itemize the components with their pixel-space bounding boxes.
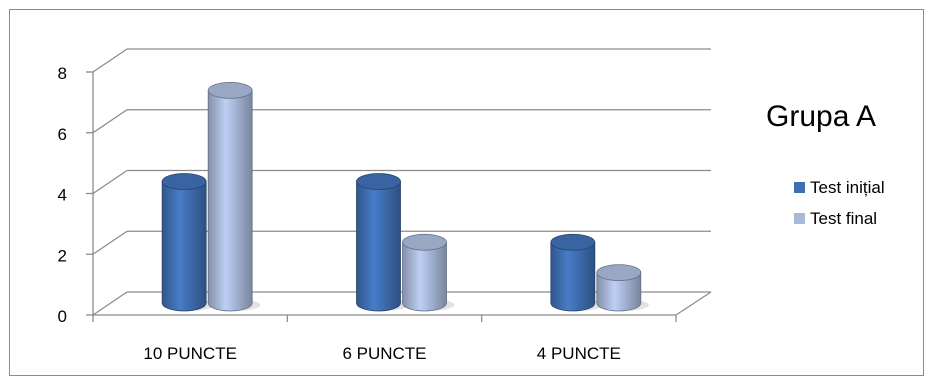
bar-top [207,81,253,99]
chart-frame [9,9,924,376]
bar [207,89,253,312]
bar-top [356,173,401,190]
gridline-wall [92,169,128,195]
category-label: 4 PUNCTE [537,344,621,363]
legend-swatch-test-initial [794,182,805,193]
y-tick-label: 0 [58,307,67,326]
category-label: 6 PUNCTE [342,344,426,363]
gridline-wall [92,48,128,73]
bars [161,81,649,312]
axis-labels: 0 2 4 6 8 10 PUNCTE 6 PUNCTE 4 PUNCTE [58,64,621,363]
bar [161,181,207,312]
legend-swatch-test-final [794,213,805,224]
y-tick-label: 6 [58,125,67,144]
bar-top [161,173,207,190]
y-tick-label: 4 [58,186,67,205]
axes [86,71,712,322]
y-tick-label: 8 [58,64,67,83]
y-tick-label: 2 [58,246,67,265]
floor-edge [675,291,712,316]
bar-top [550,233,596,251]
bar [550,241,596,312]
legend-label-test-final: Test final [810,209,877,228]
gridline-wall [92,230,128,255]
category-label: 10 PUNCTE [143,344,237,363]
gridline-wall [92,109,128,134]
legend-label-test-initial: Test inițial [810,178,885,197]
bar [402,241,447,312]
chart-title: Grupa A [766,100,876,133]
bar-top [596,264,642,282]
bar [596,272,642,312]
legend: Test inițial Test final [794,178,885,228]
bar [356,181,401,312]
bar-top [402,233,447,251]
gridline-wall [92,291,128,316]
